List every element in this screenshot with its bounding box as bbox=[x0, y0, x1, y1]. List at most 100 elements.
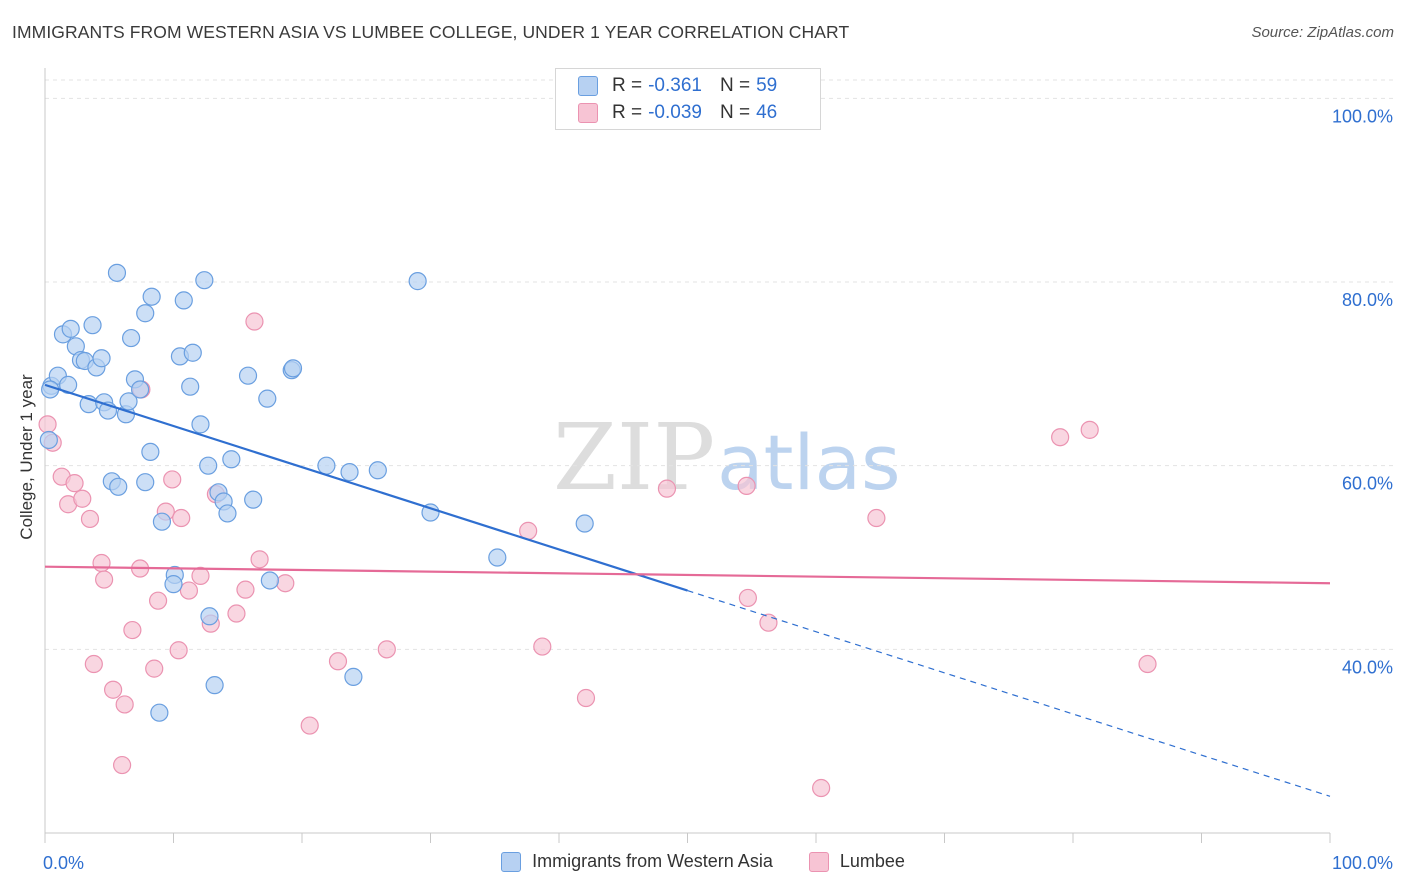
data-point bbox=[174, 291, 193, 310]
r-value: -0.361 bbox=[648, 75, 702, 96]
data-point bbox=[533, 637, 552, 656]
western-asia-points bbox=[39, 263, 594, 722]
data-point bbox=[759, 613, 778, 632]
data-point bbox=[421, 503, 440, 522]
data-point bbox=[112, 755, 132, 775]
data-point bbox=[191, 415, 210, 434]
r-value: -0.039 bbox=[648, 102, 702, 123]
x-tick-label-min: 0.0% bbox=[43, 853, 84, 873]
x-tick-label-max: 100.0% bbox=[1332, 853, 1393, 873]
data-point bbox=[260, 571, 279, 590]
data-point bbox=[1051, 428, 1070, 447]
data-point bbox=[152, 512, 172, 531]
data-point bbox=[199, 456, 218, 475]
legend-item-western-asia[interactable]: Immigrants from Western Asia bbox=[501, 851, 773, 872]
data-point bbox=[205, 676, 224, 695]
data-point bbox=[109, 477, 128, 496]
data-point bbox=[39, 430, 58, 450]
data-point bbox=[344, 667, 363, 686]
data-point bbox=[576, 688, 596, 708]
data-point bbox=[172, 508, 191, 528]
data-point bbox=[191, 566, 210, 585]
data-point bbox=[867, 508, 886, 528]
data-point bbox=[340, 463, 359, 482]
data-point bbox=[328, 652, 348, 671]
data-point bbox=[119, 392, 138, 411]
data-point bbox=[148, 591, 168, 610]
legend-label: Immigrants from Western Asia bbox=[532, 851, 773, 871]
data-point bbox=[84, 654, 103, 674]
data-point bbox=[92, 553, 111, 573]
data-point bbox=[92, 349, 111, 368]
data-point bbox=[80, 509, 100, 529]
data-point bbox=[95, 570, 114, 589]
data-point bbox=[244, 490, 263, 509]
data-point bbox=[38, 415, 57, 434]
data-point bbox=[222, 450, 241, 469]
y-tick-label: 100.0% bbox=[1332, 106, 1393, 126]
data-point bbox=[377, 640, 396, 659]
data-point bbox=[737, 476, 756, 495]
data-point bbox=[169, 641, 188, 660]
n-value: 46 bbox=[756, 102, 778, 123]
data-point bbox=[195, 271, 214, 290]
data-point bbox=[65, 474, 84, 493]
data-point bbox=[130, 380, 150, 399]
y-tick-label: 40.0% bbox=[1342, 657, 1393, 677]
data-point bbox=[575, 514, 594, 533]
series-legend: Immigrants from Western Asia Lumbee bbox=[0, 851, 1406, 872]
x-tick-labels: 0.0% 100.0% bbox=[43, 853, 1393, 873]
data-point bbox=[83, 316, 102, 335]
data-point bbox=[317, 456, 336, 475]
lumbee-trend-line bbox=[44, 565, 1331, 585]
y-tick-label: 60.0% bbox=[1342, 474, 1393, 494]
data-point bbox=[657, 479, 677, 498]
legend-item-lumbee[interactable]: Lumbee bbox=[808, 851, 905, 872]
data-point bbox=[227, 604, 246, 623]
watermark-zip: ZIP bbox=[553, 404, 715, 511]
data-point bbox=[488, 548, 507, 567]
data-point bbox=[136, 304, 155, 323]
stats-row-western-asia: R = -0.361 N = 59 bbox=[578, 73, 777, 99]
western-asia-trend-extension bbox=[687, 589, 1331, 797]
data-point bbox=[163, 470, 182, 489]
data-point bbox=[1080, 420, 1099, 439]
data-point bbox=[141, 442, 160, 462]
data-point bbox=[115, 695, 134, 714]
n-label: N = bbox=[719, 102, 751, 123]
data-point bbox=[250, 550, 269, 569]
data-point bbox=[107, 263, 127, 282]
data-point bbox=[121, 328, 141, 348]
data-point bbox=[104, 680, 123, 699]
source-label: Source: ZipAtlas.com bbox=[1251, 24, 1394, 41]
lumbee-points bbox=[38, 312, 1157, 798]
chart-title: IMMIGRANTS FROM WESTERN ASIA VS LUMBEE C… bbox=[12, 22, 850, 42]
trend-lines bbox=[44, 383, 1331, 797]
y-tick-labels: 40.0% 60.0% 80.0% 100.0% bbox=[1332, 106, 1393, 677]
data-point bbox=[145, 659, 164, 678]
r-label: R = bbox=[612, 102, 643, 123]
r-label: R = bbox=[612, 75, 643, 96]
data-point bbox=[164, 575, 183, 594]
blue-swatch bbox=[501, 851, 522, 872]
pink-swatch bbox=[578, 103, 598, 123]
data-point bbox=[1138, 654, 1157, 674]
data-point bbox=[142, 287, 161, 306]
data-point bbox=[181, 377, 200, 396]
data-point bbox=[283, 359, 303, 378]
stats-legend: R = -0.361 N = 59 R = -0.039 N = 46 bbox=[555, 68, 821, 130]
data-point bbox=[812, 778, 831, 798]
stats-row-lumbee: R = -0.039 N = 46 bbox=[578, 100, 777, 126]
data-point bbox=[276, 574, 295, 593]
western-asia-trend-line bbox=[44, 383, 688, 592]
y-tick-label: 80.0% bbox=[1342, 290, 1393, 310]
data-point bbox=[183, 343, 202, 362]
blue-swatch bbox=[578, 76, 598, 96]
data-point bbox=[150, 703, 169, 722]
data-point bbox=[258, 389, 277, 408]
axes bbox=[44, 68, 1331, 843]
data-point bbox=[61, 319, 80, 338]
data-point bbox=[218, 504, 237, 523]
data-point bbox=[368, 461, 387, 480]
